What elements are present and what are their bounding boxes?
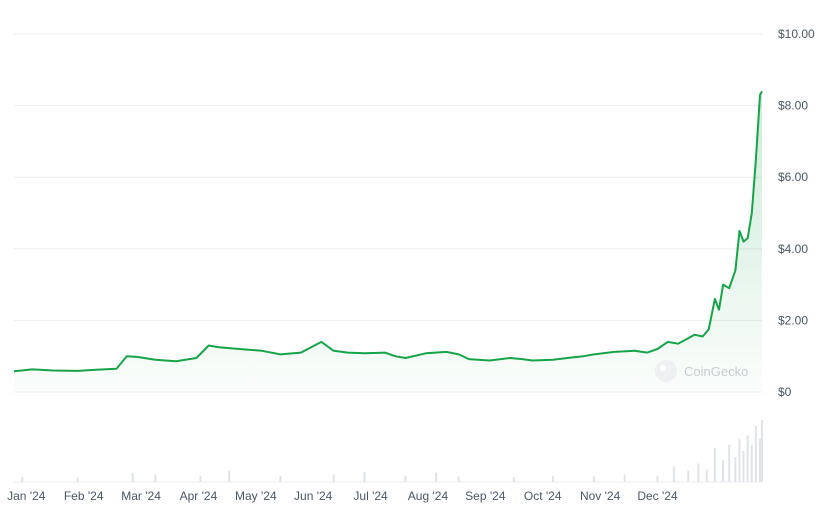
y-axis-ticks: $10.00 $8.00 $6.00 $4.00 $2.00 $0 [778,27,815,399]
volume-bar [750,444,753,482]
volume-bar [761,420,763,482]
volume-bar [687,470,690,482]
volume-bar [457,476,460,482]
price-area-fill [14,91,762,393]
x-tick-label: Mar '24 [121,489,161,503]
volume-bar [623,474,626,482]
y-tick-label: $2.00 [778,313,808,327]
volume-bar [551,475,554,482]
volume-bar [435,472,438,482]
volume-bar [76,477,79,482]
x-tick-label: Nov '24 [580,489,621,503]
volume-bar [154,474,157,482]
price-line [13,90,763,373]
volume-bar [734,457,737,482]
x-tick-label: Oct '24 [524,489,562,503]
volume-bar [656,475,659,482]
y-tick-label: $8.00 [778,99,808,113]
x-tick-label: Jan '24 [7,489,46,503]
volume-bars [21,420,763,482]
x-tick-label: Jul '24 [353,489,388,503]
y-tick-label: $0 [778,385,792,399]
coingecko-watermark: CoinGecko [655,360,748,382]
volume-bar [713,447,716,482]
volume-bar [754,426,757,482]
volume-bar [746,435,749,482]
volume-bar [672,466,675,482]
grid-lines [14,33,762,483]
x-tick-label: Dec '24 [637,489,678,503]
volume-bar [722,460,725,482]
y-tick-label: $4.00 [778,242,808,256]
x-tick-label: Feb '24 [64,489,104,503]
volume-bar [738,438,741,482]
x-tick-label: Aug '24 [408,489,449,503]
volume-bar [728,444,731,482]
volume-bar [697,463,700,482]
volume-bar [279,475,282,482]
coingecko-logo-eye-icon [660,365,666,371]
volume-bar [21,477,24,482]
volume-bar [404,475,407,482]
volume-bar [332,474,335,482]
x-tick-label: Jun '24 [294,489,333,503]
coingecko-logo-icon [655,360,677,382]
volume-bar [363,472,366,482]
watermark-text: CoinGecko [684,364,748,379]
volume-bar [705,469,708,482]
price-area [14,91,762,393]
x-tick-label: Apr '24 [180,489,218,503]
x-tick-label: May '24 [235,489,277,503]
y-tick-label: $10.00 [778,27,815,41]
volume-bar [131,472,134,482]
x-tick-label: Sep '24 [465,489,506,503]
x-axis-ticks: Jan '24 Feb '24 Mar '24 Apr '24 May '24 Jun '… [7,489,678,503]
volume-bar [742,451,745,482]
volume-bar [228,470,231,482]
volume-bar [513,477,516,482]
volume-bar [592,476,595,482]
volume-bar [758,438,761,482]
volume-bar [199,475,202,482]
price-line-group [13,90,763,373]
y-tick-label: $6.00 [778,170,808,184]
